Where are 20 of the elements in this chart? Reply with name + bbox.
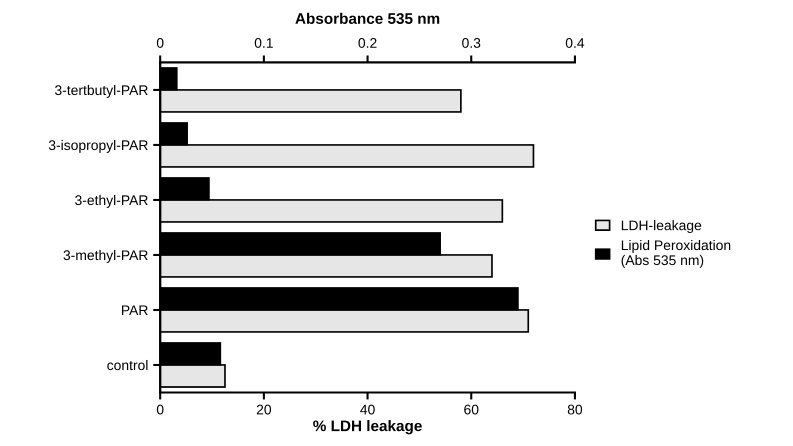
x-tick-label: 60 <box>464 404 478 414</box>
legend-label: LDH-leakage <box>622 220 702 234</box>
y-tick-label: 3-ethyl-PAR <box>75 194 148 208</box>
x2-tick-label: 0.2 <box>358 38 377 48</box>
x-tick-label: 20 <box>256 404 272 414</box>
x-tick-label: 80 <box>568 404 582 414</box>
x-axis-title: % LDH leakage <box>313 420 422 434</box>
x2-axis-title: Absorbance 535 nm <box>295 12 440 24</box>
x2-tick-label: 0.4 <box>566 38 584 48</box>
y-tick-label: control <box>107 360 148 370</box>
y-tick-label: 3-tertbutyl-PAR <box>55 84 148 98</box>
legend-label: Lipid Peroxidation (Abs 535 nm) <box>622 240 730 268</box>
x-tick-label: 0 <box>156 404 164 414</box>
x2-tick-label: 0 <box>156 38 164 48</box>
x2-tick-label: 0.1 <box>254 38 273 48</box>
y-tick-label: 3-methyl-PAR <box>64 250 148 263</box>
x-tick-label: 40 <box>360 404 375 414</box>
y-tick-label: PAR <box>122 305 148 316</box>
y-tick-label: 3-isopropyl-PAR <box>48 140 148 153</box>
x2-tick-label: 0.3 <box>462 38 480 48</box>
